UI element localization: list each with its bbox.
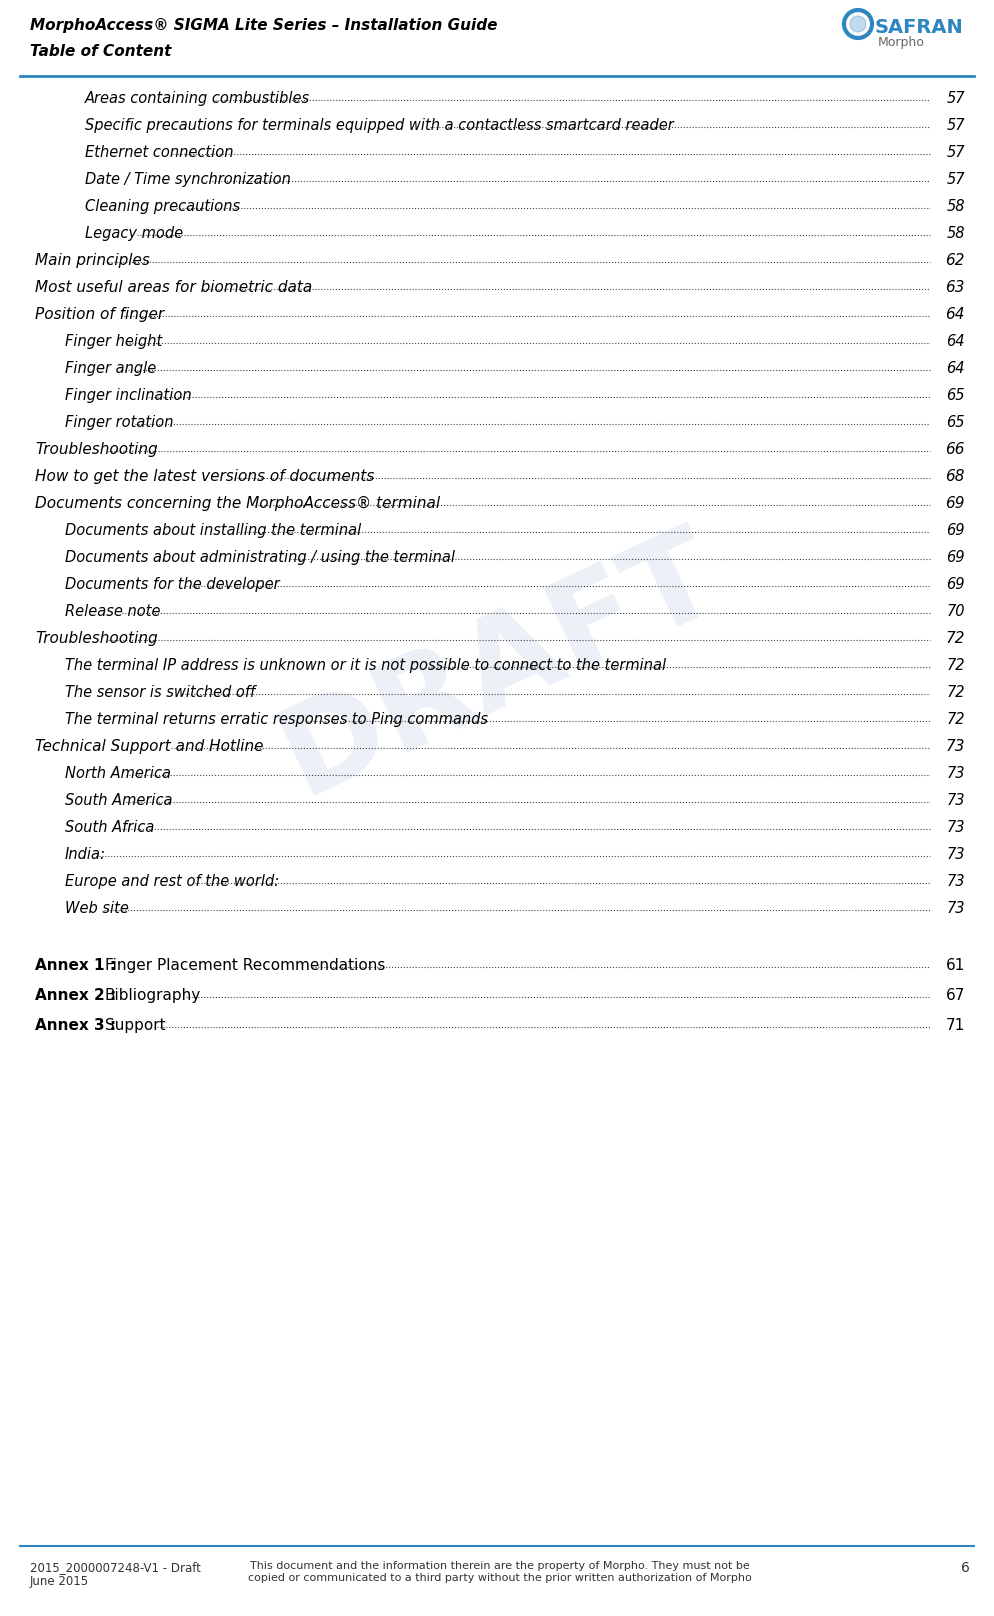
Text: 62: 62 (945, 254, 965, 268)
Text: 66: 66 (945, 443, 965, 457)
Text: Finger angle: Finger angle (65, 360, 156, 377)
Text: 68: 68 (945, 469, 965, 485)
Text: Annex 1 :: Annex 1 : (35, 958, 116, 973)
Text: Annex 3 :: Annex 3 : (35, 1018, 116, 1033)
Text: 71: 71 (945, 1018, 965, 1033)
Text: The sensor is switched off: The sensor is switched off (65, 685, 255, 700)
Text: Table of Content: Table of Content (30, 44, 171, 60)
Text: Technical Support and Hotline: Technical Support and Hotline (35, 739, 263, 755)
Text: SAFRAN: SAFRAN (875, 18, 964, 37)
Text: MorphoAccess® SIGMA Lite Series – Installation Guide: MorphoAccess® SIGMA Lite Series – Instal… (30, 18, 498, 32)
Text: Troubleshooting: Troubleshooting (35, 443, 158, 457)
Text: 73: 73 (946, 766, 965, 781)
Text: Finger Placement Recommendations: Finger Placement Recommendations (105, 958, 386, 973)
Text: 73: 73 (945, 739, 965, 755)
Text: 65: 65 (946, 388, 965, 402)
Text: 64: 64 (946, 335, 965, 349)
Text: Release note: Release note (65, 604, 160, 619)
Text: 2015_2000007248-V1 - Draft: 2015_2000007248-V1 - Draft (30, 1561, 201, 1574)
Text: 73: 73 (946, 793, 965, 808)
Text: South Africa: South Africa (65, 819, 154, 835)
Text: Web site: Web site (65, 902, 129, 916)
Text: Troubleshooting: Troubleshooting (35, 630, 158, 646)
Text: Finger inclination: Finger inclination (65, 388, 192, 402)
Text: Specific precautions for terminals equipped with a contactless smartcard reader: Specific precautions for terminals equip… (85, 118, 674, 133)
Text: 6: 6 (961, 1561, 970, 1576)
Text: Finger rotation: Finger rotation (65, 415, 174, 430)
Text: 57: 57 (946, 145, 965, 160)
Text: 58: 58 (946, 226, 965, 241)
Text: 67: 67 (945, 987, 965, 1004)
Text: 73: 73 (946, 847, 965, 861)
Text: Main principles: Main principles (35, 254, 150, 268)
Text: Documents for the developer: Documents for the developer (65, 577, 279, 591)
Text: 69: 69 (946, 524, 965, 538)
Text: The terminal IP address is unknown or it is not possible to connect to the termi: The terminal IP address is unknown or it… (65, 658, 666, 672)
Text: 69: 69 (945, 496, 965, 511)
Text: Legacy mode: Legacy mode (85, 226, 183, 241)
Text: 72: 72 (946, 713, 965, 727)
Text: 65: 65 (946, 415, 965, 430)
Text: Europe and rest of the world:: Europe and rest of the world: (65, 874, 279, 889)
Text: Cleaning precautions: Cleaning precautions (85, 199, 241, 213)
Text: Documents concerning the MorphoAccess® terminal: Documents concerning the MorphoAccess® t… (35, 496, 440, 511)
Circle shape (850, 16, 866, 32)
Text: 57: 57 (946, 90, 965, 107)
Text: DRAFT: DRAFT (262, 512, 738, 819)
Text: The terminal returns erratic responses to Ping commands: The terminal returns erratic responses t… (65, 713, 488, 727)
Text: Bibliography: Bibliography (105, 987, 201, 1004)
Text: 73: 73 (946, 874, 965, 889)
Text: Areas containing combustibles: Areas containing combustibles (85, 90, 310, 107)
Text: June 2015: June 2015 (30, 1576, 89, 1589)
Text: 72: 72 (946, 685, 965, 700)
Text: Annex 2 :: Annex 2 : (35, 987, 116, 1004)
Text: South America: South America (65, 793, 173, 808)
Text: 70: 70 (946, 604, 965, 619)
Text: 73: 73 (946, 902, 965, 916)
Text: 69: 69 (946, 577, 965, 591)
Text: This document and the information therein are the property of Morpho. They must : This document and the information therei… (248, 1561, 751, 1582)
Text: Morpho: Morpho (878, 36, 924, 48)
Text: 57: 57 (946, 171, 965, 187)
Text: 64: 64 (945, 307, 965, 322)
Text: How to get the latest versions of documents: How to get the latest versions of docume… (35, 469, 375, 485)
Text: India:: India: (65, 847, 106, 861)
Text: 61: 61 (945, 958, 965, 973)
Text: North America: North America (65, 766, 171, 781)
Text: 63: 63 (945, 280, 965, 296)
Text: 64: 64 (946, 360, 965, 377)
Text: Finger height: Finger height (65, 335, 162, 349)
Text: 72: 72 (945, 630, 965, 646)
Text: Position of finger: Position of finger (35, 307, 164, 322)
Text: 72: 72 (946, 658, 965, 672)
Text: Support: Support (105, 1018, 166, 1033)
Text: 58: 58 (946, 199, 965, 213)
Text: Most useful areas for biometric data: Most useful areas for biometric data (35, 280, 312, 296)
Text: Documents about installing the terminal: Documents about installing the terminal (65, 524, 361, 538)
Text: Date / Time synchronization: Date / Time synchronization (85, 171, 291, 187)
Text: 57: 57 (946, 118, 965, 133)
Text: 69: 69 (946, 549, 965, 566)
Text: 73: 73 (946, 819, 965, 835)
Text: Documents about administrating / using the terminal: Documents about administrating / using t… (65, 549, 455, 566)
Text: Ethernet connection: Ethernet connection (85, 145, 234, 160)
